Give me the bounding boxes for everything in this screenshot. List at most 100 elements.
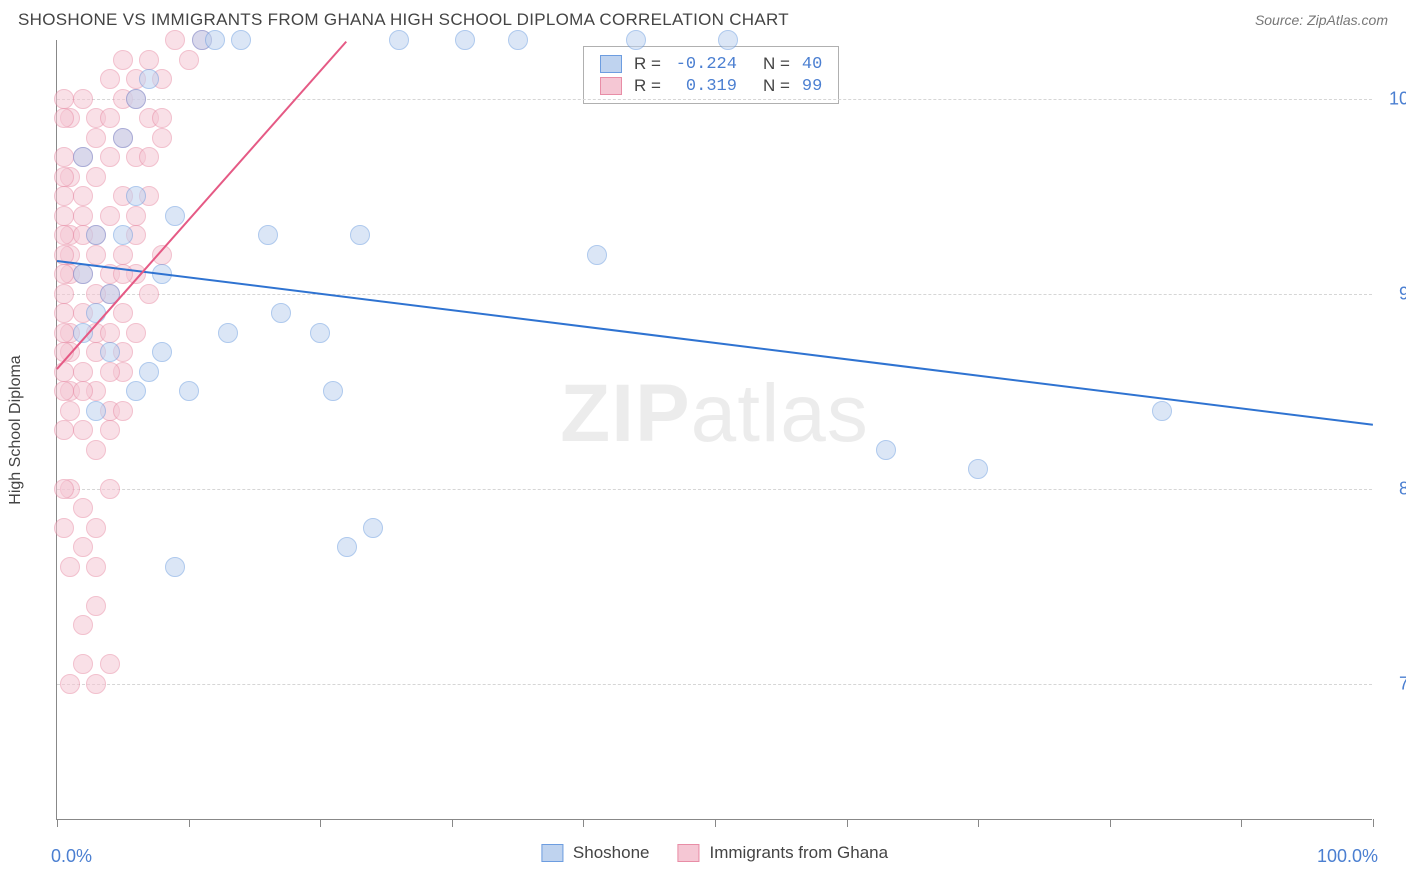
data-point — [73, 381, 93, 401]
data-point — [126, 323, 146, 343]
data-point — [337, 537, 357, 557]
plot-wrap: High School Diploma ZIPatlas R =-0.224N … — [56, 40, 1386, 820]
data-point — [508, 30, 528, 50]
data-point — [86, 401, 106, 421]
x-tick-label: 100.0% — [1317, 846, 1378, 867]
data-point — [363, 518, 383, 538]
data-point — [54, 381, 74, 401]
r-label: R = — [634, 54, 661, 74]
x-tick — [57, 819, 58, 827]
data-point — [54, 167, 74, 187]
data-point — [100, 206, 120, 226]
trend-line — [56, 40, 347, 369]
watermark-rest: atlas — [691, 368, 869, 459]
data-point — [139, 69, 159, 89]
data-point — [100, 654, 120, 674]
data-point — [86, 128, 106, 148]
x-tick — [1373, 819, 1374, 827]
x-tick — [715, 819, 716, 827]
data-point — [100, 108, 120, 128]
r-value: 0.319 — [673, 77, 737, 96]
gridline — [57, 99, 1372, 100]
data-point — [86, 674, 106, 694]
data-point — [587, 245, 607, 265]
data-point — [218, 323, 238, 343]
data-point — [100, 147, 120, 167]
data-point — [271, 303, 291, 323]
data-point — [139, 362, 159, 382]
legend-item: Shoshone — [541, 843, 650, 863]
data-point — [54, 186, 74, 206]
legend-swatch — [541, 844, 563, 862]
data-point — [205, 30, 225, 50]
data-point — [876, 440, 896, 460]
y-tick-label: 90.0% — [1399, 283, 1406, 304]
gridline — [57, 294, 1372, 295]
gridline — [57, 489, 1372, 490]
data-point — [73, 498, 93, 518]
data-point — [113, 128, 133, 148]
r-label: R = — [634, 76, 661, 96]
x-tick — [320, 819, 321, 827]
data-point — [323, 381, 343, 401]
data-point — [54, 206, 74, 226]
data-point — [113, 401, 133, 421]
legend-swatch — [600, 77, 622, 95]
x-tick — [1110, 819, 1111, 827]
data-point — [73, 615, 93, 635]
data-point — [54, 303, 74, 323]
data-point — [54, 89, 74, 109]
data-point — [139, 50, 159, 70]
watermark-bold: ZIP — [560, 368, 691, 459]
y-tick-label: 80.0% — [1399, 478, 1406, 499]
data-point — [54, 479, 74, 499]
data-point — [73, 206, 93, 226]
data-point — [179, 50, 199, 70]
data-point — [100, 479, 120, 499]
data-point — [126, 89, 146, 109]
source-label: Source: ZipAtlas.com — [1255, 12, 1388, 28]
series-legend: Shoshone Immigrants from Ghana — [541, 843, 888, 863]
legend-item: Immigrants from Ghana — [678, 843, 889, 863]
x-tick — [1241, 819, 1242, 827]
legend-label: Shoshone — [573, 843, 650, 863]
data-point — [60, 557, 80, 577]
data-point — [73, 186, 93, 206]
data-point — [139, 147, 159, 167]
data-point — [86, 440, 106, 460]
legend-row: R =0.319N =99 — [600, 75, 822, 97]
x-tick — [978, 819, 979, 827]
y-tick-label: 100.0% — [1389, 88, 1406, 109]
data-point — [54, 225, 74, 245]
data-point — [86, 225, 106, 245]
data-point — [350, 225, 370, 245]
data-point — [54, 264, 74, 284]
data-point — [113, 50, 133, 70]
data-point — [73, 362, 93, 382]
data-point — [152, 342, 172, 362]
data-point — [86, 518, 106, 538]
data-point — [113, 303, 133, 323]
x-tick — [583, 819, 584, 827]
data-point — [310, 323, 330, 343]
data-point — [54, 147, 74, 167]
watermark: ZIPatlas — [560, 367, 869, 461]
legend-swatch — [600, 55, 622, 73]
data-point — [54, 108, 74, 128]
x-tick — [452, 819, 453, 827]
r-value: -0.224 — [673, 55, 737, 74]
data-point — [86, 596, 106, 616]
data-point — [179, 381, 199, 401]
data-point — [718, 30, 738, 50]
n-value: 40 — [802, 55, 822, 74]
data-point — [113, 245, 133, 265]
data-point — [86, 167, 106, 187]
data-point — [100, 362, 120, 382]
n-label: N = — [763, 54, 790, 74]
data-point — [231, 30, 251, 50]
data-point — [73, 537, 93, 557]
data-point — [139, 284, 159, 304]
gridline — [57, 684, 1372, 685]
legend-swatch — [678, 844, 700, 862]
data-point — [100, 323, 120, 343]
